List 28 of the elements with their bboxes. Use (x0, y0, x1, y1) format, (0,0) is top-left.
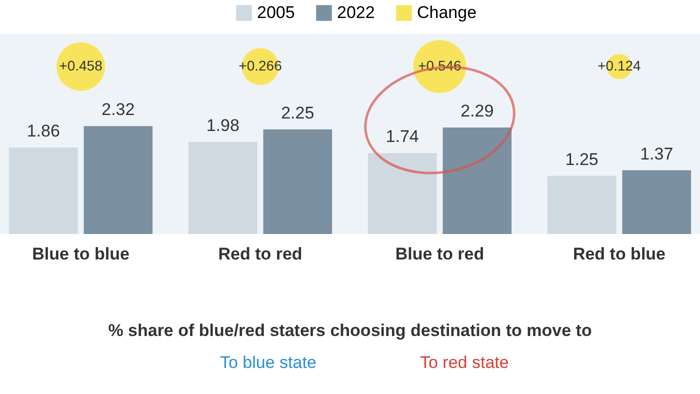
data-label: 2.29 (460, 101, 494, 120)
text: % share of blue/red staters choosing destination to move to (108, 321, 592, 340)
data-label: 2.25 (281, 103, 314, 122)
legend-label: Change (417, 3, 477, 22)
x-tick-label: Red to blue (572, 244, 666, 264)
data-label: 1.98 (206, 116, 240, 135)
bar (8, 147, 78, 234)
x-tick-label: Red to red (218, 244, 302, 264)
annotation: +0.546 (418, 58, 462, 74)
data-label: 1.37 (640, 144, 674, 164)
bar (263, 129, 332, 234)
bar (442, 127, 512, 234)
data-label: 1.74 (386, 127, 419, 146)
bar (84, 126, 153, 234)
data-label: 2.32 (102, 100, 135, 120)
bar (622, 170, 692, 234)
bar (368, 153, 437, 234)
legend-label: 2005 (257, 3, 295, 22)
annotation: +0.458 (59, 58, 103, 74)
text: To red state (420, 353, 509, 372)
text: To blue state (220, 353, 316, 372)
legend-label: 2022 (337, 3, 375, 22)
x-tick-label: Blue to red (395, 244, 484, 264)
bar (547, 176, 616, 234)
bar (188, 142, 258, 234)
data-label: 1.86 (26, 121, 60, 140)
x-tick-label: Blue to blue (32, 244, 130, 264)
data-label: 1.25 (565, 150, 598, 169)
